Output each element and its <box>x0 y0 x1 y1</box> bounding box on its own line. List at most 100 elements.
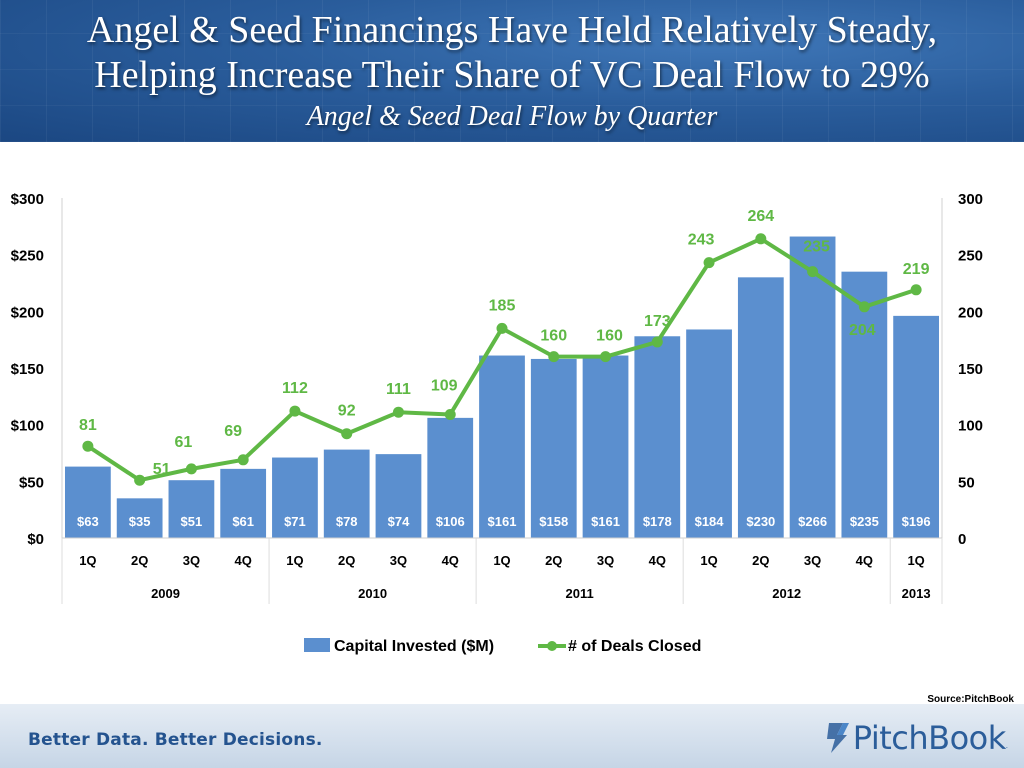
bar-value-label: $78 <box>336 514 358 529</box>
deals-value-label: 243 <box>688 232 715 249</box>
deals-value-label: 61 <box>175 434 193 451</box>
bar-capital-invested <box>893 315 939 538</box>
bar-value-label: $235 <box>850 514 879 529</box>
deals-value-label: 160 <box>596 328 623 345</box>
deals-closed-point <box>807 266 819 278</box>
legend-bar-label: Capital Invested ($M) <box>334 638 494 655</box>
bar-value-label: $106 <box>436 514 465 529</box>
deal-flow-chart: $0 $50 $100 $150 $200 $250 $300 0 50 100 150 200 250… <box>11 191 983 655</box>
quarter-label: 3Q <box>183 553 200 568</box>
bar-value-label: $196 <box>902 514 931 529</box>
deals-value-label: 109 <box>431 377 458 394</box>
deals-closed-point <box>910 284 922 296</box>
year-label: 2010 <box>358 586 387 601</box>
left-axis-tick: $250 <box>11 248 44 265</box>
deals-value-label: 69 <box>224 423 242 440</box>
quarter-label: 1Q <box>907 553 924 568</box>
quarter-label: 3Q <box>390 553 407 568</box>
quarter-label: 1Q <box>79 553 96 568</box>
footer-bar: Better Data. Better Decisions. PitchBook… <box>0 704 1024 768</box>
title-banner: Angel & Seed Financings Have Held Relati… <box>0 0 1024 142</box>
deals-closed-point <box>237 454 249 466</box>
year-label: 2009 <box>151 586 180 601</box>
bar-capital-invested <box>530 358 577 538</box>
left-axis-tick: $300 <box>11 191 44 208</box>
right-axis-tick: 100 <box>958 418 983 435</box>
title-line-1: Angel & Seed Financings Have Held Relati… <box>86 9 938 51</box>
deals-closed-point <box>392 406 404 418</box>
deals-value-label: 111 <box>386 381 411 398</box>
deals-value-label: 219 <box>903 261 930 278</box>
bar-value-label: $61 <box>232 514 254 529</box>
pitchbook-logo-icon <box>826 723 849 753</box>
bar-capital-invested <box>427 417 474 538</box>
bar-capital-invested <box>479 355 525 538</box>
quarter-label: 1Q <box>700 553 717 568</box>
bar-value-label: $158 <box>539 514 568 529</box>
quarter-label: 1Q <box>493 553 510 568</box>
quarter-label: 4Q <box>235 553 252 568</box>
quarter-label: 3Q <box>597 553 614 568</box>
quarter-label: 3Q <box>804 553 821 568</box>
deals-value-label: 81 <box>79 417 97 434</box>
quarter-label: 4Q <box>442 553 459 568</box>
legend-line-marker <box>547 641 557 651</box>
deals-closed-point <box>496 322 508 334</box>
bar-value-label: $266 <box>798 514 827 529</box>
quarter-label: 2Q <box>131 553 148 568</box>
deals-closed-point <box>548 351 560 363</box>
bar-capital-invested <box>841 271 888 538</box>
bar-capital-invested <box>686 329 732 538</box>
bar-capital-invested <box>272 457 318 538</box>
pitchbook-logo: PitchBook . <box>825 718 1008 758</box>
legend-line-label: # of Deals Closed <box>568 638 701 655</box>
bar-capital-invested <box>789 236 836 538</box>
left-axis-tick: $0 <box>27 531 44 548</box>
quarter-label: 2Q <box>752 553 769 568</box>
deals-closed-point <box>289 405 301 417</box>
deals-closed-point <box>703 257 715 269</box>
right-axis-tick: 250 <box>958 248 983 265</box>
quarter-label: 4Q <box>649 553 666 568</box>
bar-capital-invested <box>65 466 111 538</box>
bar-value-label: $35 <box>129 514 151 529</box>
year-label: 2012 <box>772 586 801 601</box>
right-axis-tick: 200 <box>958 304 983 321</box>
brand-name: PitchBook <box>852 719 1007 757</box>
bar-value-label: $161 <box>488 514 517 529</box>
deals-closed-point <box>185 463 197 475</box>
deals-value-label: 160 <box>540 328 567 345</box>
quarter-label: 2Q <box>338 553 355 568</box>
bar-capital-invested <box>323 449 370 538</box>
right-axis-tick: 0 <box>958 531 966 548</box>
footer-tagline: Better Data. Better Decisions. <box>28 730 323 750</box>
source-note: Source:PitchBook <box>927 694 1014 705</box>
quarter-label: 1Q <box>286 553 303 568</box>
title-line-2: Helping Increase Their Share of VC Deal … <box>94 54 930 96</box>
bar-value-label: $74 <box>388 514 410 529</box>
deals-value-label: 235 <box>803 239 830 256</box>
deals-closed-point <box>755 233 767 245</box>
bar-capital-invested <box>375 454 422 538</box>
left-axis-tick: $150 <box>11 361 44 378</box>
deals-value-label: 185 <box>489 297 516 314</box>
left-axis-tick: $50 <box>19 474 44 491</box>
chart-subtitle: Angel & Seed Deal Flow by Quarter <box>306 101 718 132</box>
deals-closed-point <box>651 336 663 348</box>
deals-closed-point <box>82 440 94 452</box>
bar-value-label: $63 <box>77 514 99 529</box>
bar-value-label: $178 <box>643 514 672 529</box>
bar-value-label: $184 <box>695 514 725 529</box>
bar-capital-invested <box>582 355 629 538</box>
bar-value-label: $71 <box>284 514 306 529</box>
deals-closed-point <box>444 408 456 420</box>
year-label: 2013 <box>902 586 931 601</box>
bar-value-label: $161 <box>591 514 620 529</box>
right-axis-tick: 50 <box>958 474 975 491</box>
deals-value-label: 112 <box>282 380 308 397</box>
bar-capital-invested <box>168 480 215 538</box>
deals-value-label: 51 <box>153 461 171 478</box>
banner-texture <box>0 0 1024 142</box>
bar-capital-invested <box>116 498 163 538</box>
deals-value-label: 264 <box>747 208 774 225</box>
